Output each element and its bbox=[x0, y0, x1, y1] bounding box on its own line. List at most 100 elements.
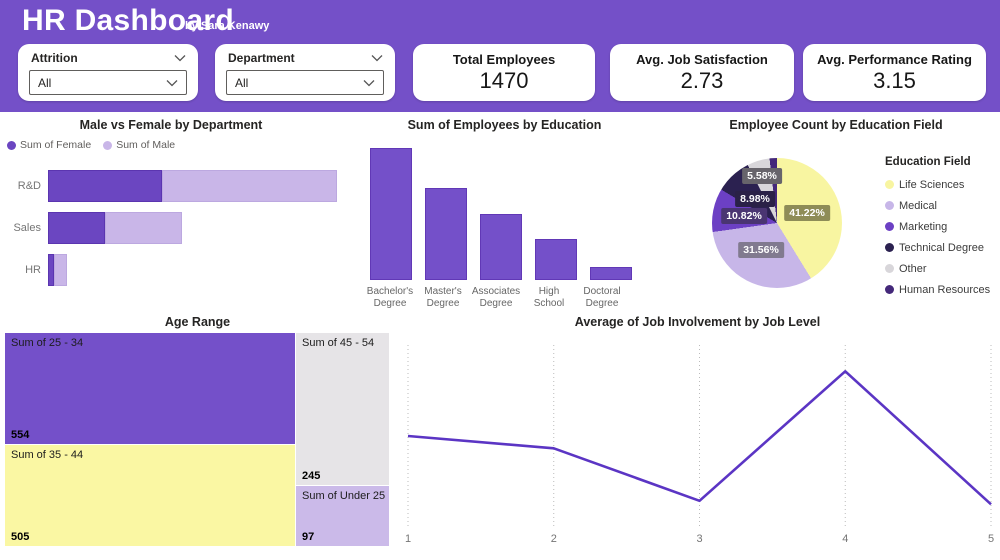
stacked-bars: R&D Sales HR bbox=[5, 165, 337, 291]
bar-segment[interactable] bbox=[48, 170, 162, 202]
pie-data-label: 41.22% bbox=[784, 205, 830, 221]
legend-item[interactable]: Human Resources bbox=[885, 279, 990, 300]
job-involvement-line-chart: Average of Job Involvement by Job Level … bbox=[395, 314, 1000, 560]
legend-dot-icon bbox=[103, 140, 113, 150]
x-tick-label: 5 bbox=[988, 533, 994, 545]
legend-item[interactable]: Marketing bbox=[885, 216, 990, 237]
bar-track bbox=[48, 254, 337, 286]
bar-segment[interactable] bbox=[161, 170, 337, 202]
legend-item[interactable]: Technical Degree bbox=[885, 237, 990, 258]
legend-dot-icon bbox=[885, 243, 894, 252]
bar[interactable] bbox=[535, 239, 577, 280]
page-title: HR Dashboard bbox=[22, 4, 234, 37]
line-plot[interactable]: 1 2 3 4 5 bbox=[395, 332, 1000, 560]
treemap-label: Sum of 45 - 54 bbox=[302, 337, 375, 349]
bar[interactable] bbox=[370, 148, 412, 280]
kpi-label: Avg. Job Satisfaction bbox=[636, 51, 768, 67]
kpi-value: 1470 bbox=[479, 67, 529, 93]
kpi-label: Total Employees bbox=[452, 51, 556, 67]
legend-label: Other bbox=[899, 262, 927, 275]
education-field-pie-chart: Employee Count by Education Field 41.22%… bbox=[672, 114, 1000, 314]
gender-by-department-chart: Male vs Female by Department Sum of Fema… bbox=[5, 114, 337, 312]
treemap-block[interactable]: Sum of Under 25 97 bbox=[296, 486, 389, 546]
category-label: R&D bbox=[17, 180, 41, 192]
x-tick-label: 4 bbox=[842, 533, 848, 545]
treemap-value: 505 bbox=[11, 531, 30, 543]
chart-title: Employee Count by Education Field bbox=[729, 118, 943, 132]
x-tick-label: 1 bbox=[405, 533, 411, 545]
x-axis-label: Bachelor's Degree bbox=[366, 286, 414, 309]
legend-label: Sum of Male bbox=[116, 139, 176, 151]
legend-dot-icon bbox=[885, 180, 894, 189]
pie-data-label: 10.82% bbox=[721, 208, 767, 224]
bar[interactable] bbox=[480, 214, 522, 280]
line-series[interactable] bbox=[407, 369, 992, 506]
x-axis-label: Doctoral Degree bbox=[583, 286, 621, 309]
legend-label: Technical Degree bbox=[899, 241, 984, 254]
legend-item[interactable]: Other bbox=[885, 258, 990, 279]
kpi-value: 2.73 bbox=[680, 67, 724, 93]
bar[interactable] bbox=[590, 267, 632, 280]
pie-data-label: 31.56% bbox=[738, 242, 784, 258]
bar-row: Sales bbox=[5, 207, 337, 249]
legend-dot-icon bbox=[885, 285, 894, 294]
legend-item[interactable]: Life Sciences bbox=[885, 174, 990, 195]
chevron-down-icon[interactable] bbox=[371, 54, 383, 62]
bar-track bbox=[48, 170, 337, 202]
legend-dot-icon bbox=[7, 140, 16, 150]
bar-row: R&D bbox=[5, 165, 337, 207]
kpi-label: Avg. Performance Rating bbox=[817, 51, 972, 67]
x-axis-labels: Bachelor's Degree Master's Degree Associat… bbox=[364, 286, 628, 310]
age-range-treemap: Age Range Sum of 25 - 34 554 Sum of 35 - 4… bbox=[5, 314, 390, 548]
treemap-value: 554 bbox=[11, 429, 30, 441]
treemap-label: Sum of Under 25 bbox=[302, 490, 386, 502]
pie-legend: Education Field Life Sciences Medical Mark… bbox=[885, 156, 990, 300]
employees-by-education-chart: Sum of Employees by Education Bachelor's… bbox=[342, 114, 667, 314]
department-slicer: Department All bbox=[215, 44, 395, 101]
dropdown-value: All bbox=[38, 75, 52, 90]
chevron-down-icon bbox=[363, 79, 375, 86]
treemap-label: Sum of 35 - 44 bbox=[11, 449, 84, 461]
chevron-down-icon bbox=[166, 79, 178, 86]
legend-label: Medical bbox=[899, 199, 937, 212]
legend-dot-icon bbox=[885, 264, 894, 273]
legend-dot-icon bbox=[885, 201, 894, 210]
x-axis-label: Master's Degree bbox=[424, 286, 462, 309]
bar-segment[interactable] bbox=[48, 254, 54, 286]
legend-label: Human Resources bbox=[899, 283, 991, 296]
attrition-dropdown[interactable]: All bbox=[29, 70, 187, 95]
attrition-slicer: Attrition All bbox=[18, 44, 198, 101]
slicer-label: Attrition bbox=[31, 51, 78, 65]
x-axis-label: High School bbox=[533, 286, 565, 309]
treemap-block[interactable]: Sum of 35 - 44 505 bbox=[5, 445, 295, 546]
bar[interactable] bbox=[425, 188, 467, 280]
pie-data-label: 5.58% bbox=[742, 168, 782, 184]
bar-track bbox=[48, 212, 337, 244]
chart-legend: Sum of Female Sum of Male bbox=[7, 139, 337, 151]
kpi-total-employees: Total Employees 1470 bbox=[413, 44, 595, 101]
kpi-avg-job-satisfaction: Avg. Job Satisfaction 2.73 bbox=[610, 44, 794, 101]
treemap-block[interactable]: Sum of 45 - 54 245 bbox=[296, 333, 389, 485]
bar-segment[interactable] bbox=[48, 212, 105, 244]
bar-row: HR bbox=[5, 249, 337, 291]
treemap-label: Sum of 25 - 34 bbox=[11, 337, 84, 349]
kpi-value: 3.15 bbox=[873, 67, 916, 93]
legend-title: Education Field bbox=[885, 156, 971, 168]
treemap-value: 97 bbox=[302, 531, 315, 543]
chevron-down-icon[interactable] bbox=[174, 54, 186, 62]
chart-title: Average of Job Involvement by Job Level bbox=[574, 315, 821, 329]
chart-title: Sum of Employees by Education bbox=[407, 118, 602, 132]
chart-title: Male vs Female by Department bbox=[79, 118, 263, 132]
x-axis-label: Associates Degree bbox=[471, 286, 521, 309]
legend-item: Sum of Male bbox=[103, 139, 175, 151]
bar-segment[interactable] bbox=[54, 254, 67, 286]
legend-label: Marketing bbox=[899, 220, 948, 233]
legend-item[interactable]: Medical bbox=[885, 195, 990, 216]
dropdown-value: All bbox=[235, 75, 249, 90]
treemap-block[interactable]: Sum of 25 - 34 554 bbox=[5, 333, 295, 444]
kpi-avg-performance-rating: Avg. Performance Rating 3.15 bbox=[803, 44, 986, 101]
bar-segment[interactable] bbox=[104, 212, 183, 244]
legend-dot-icon bbox=[885, 222, 894, 231]
department-dropdown[interactable]: All bbox=[226, 70, 384, 95]
